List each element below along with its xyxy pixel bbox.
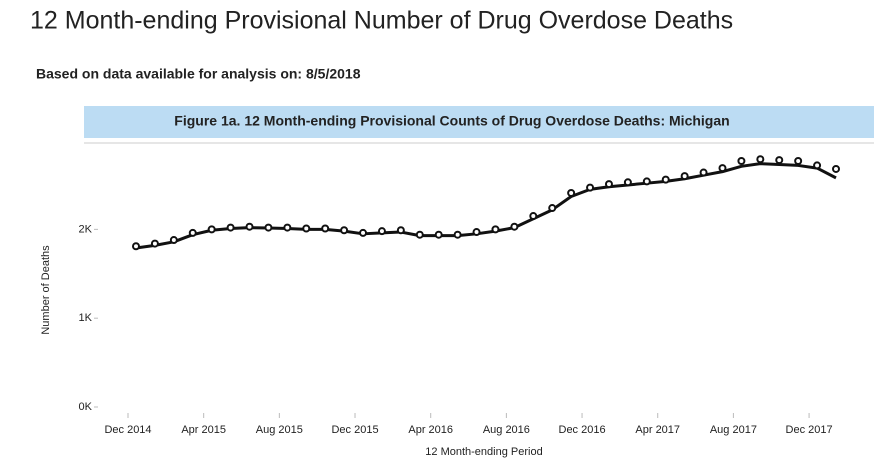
point [207,225,216,234]
x-axis-title: 12 Month-ending Period [425,446,542,458]
point [642,177,651,186]
point [813,161,822,170]
point [623,178,632,187]
point [150,239,159,248]
point [832,164,840,173]
point [510,222,519,231]
x-tick-label: Dec 2016 [559,424,606,436]
point [453,230,462,239]
point [169,236,178,245]
x-tick-label: Aug 2016 [483,424,530,436]
point [661,175,670,184]
chart-title: Figure 1a. 12 Month-ending Provisional C… [174,113,729,129]
x-tick-label: Dec 2014 [104,424,151,436]
point [415,230,424,239]
x-tick-label: Apr 2017 [635,424,680,436]
point [434,230,443,239]
point [680,172,689,181]
point [529,212,538,221]
y-tick-label: 0K [79,401,93,413]
point [321,224,330,233]
x-tick-label: Apr 2015 [181,424,226,436]
point [132,242,140,251]
x-tick-label: Aug 2015 [256,424,303,436]
point [794,156,803,165]
trend-line [135,162,837,250]
point [472,228,481,237]
y-axis-title: Number of Deaths [40,245,52,335]
point [548,204,557,213]
x-tick-label: Dec 2017 [786,424,833,436]
point [340,226,349,235]
point [302,224,311,233]
y-tick-label: 1K [79,312,93,324]
point [396,226,405,235]
point [264,223,273,232]
point [245,222,254,231]
figure-banner [84,106,874,138]
point [756,155,765,164]
x-tick-label: Apr 2016 [408,424,453,436]
point [699,168,708,177]
point [604,180,613,189]
point [359,228,368,237]
page-title: 12 Month-ending Provisional Number of Dr… [30,7,733,35]
point [188,228,197,237]
point [775,156,784,165]
y-tick-label: 2K [79,223,93,235]
point [283,223,292,232]
point [226,223,235,232]
point [586,183,595,192]
point [491,225,500,234]
point [377,227,386,236]
point [737,156,746,165]
subtitle: Based on data available for analysis on:… [36,66,361,82]
x-tick-label: Aug 2017 [710,424,757,436]
x-tick-label: Dec 2015 [331,424,378,436]
point [718,164,727,173]
point [567,188,576,197]
